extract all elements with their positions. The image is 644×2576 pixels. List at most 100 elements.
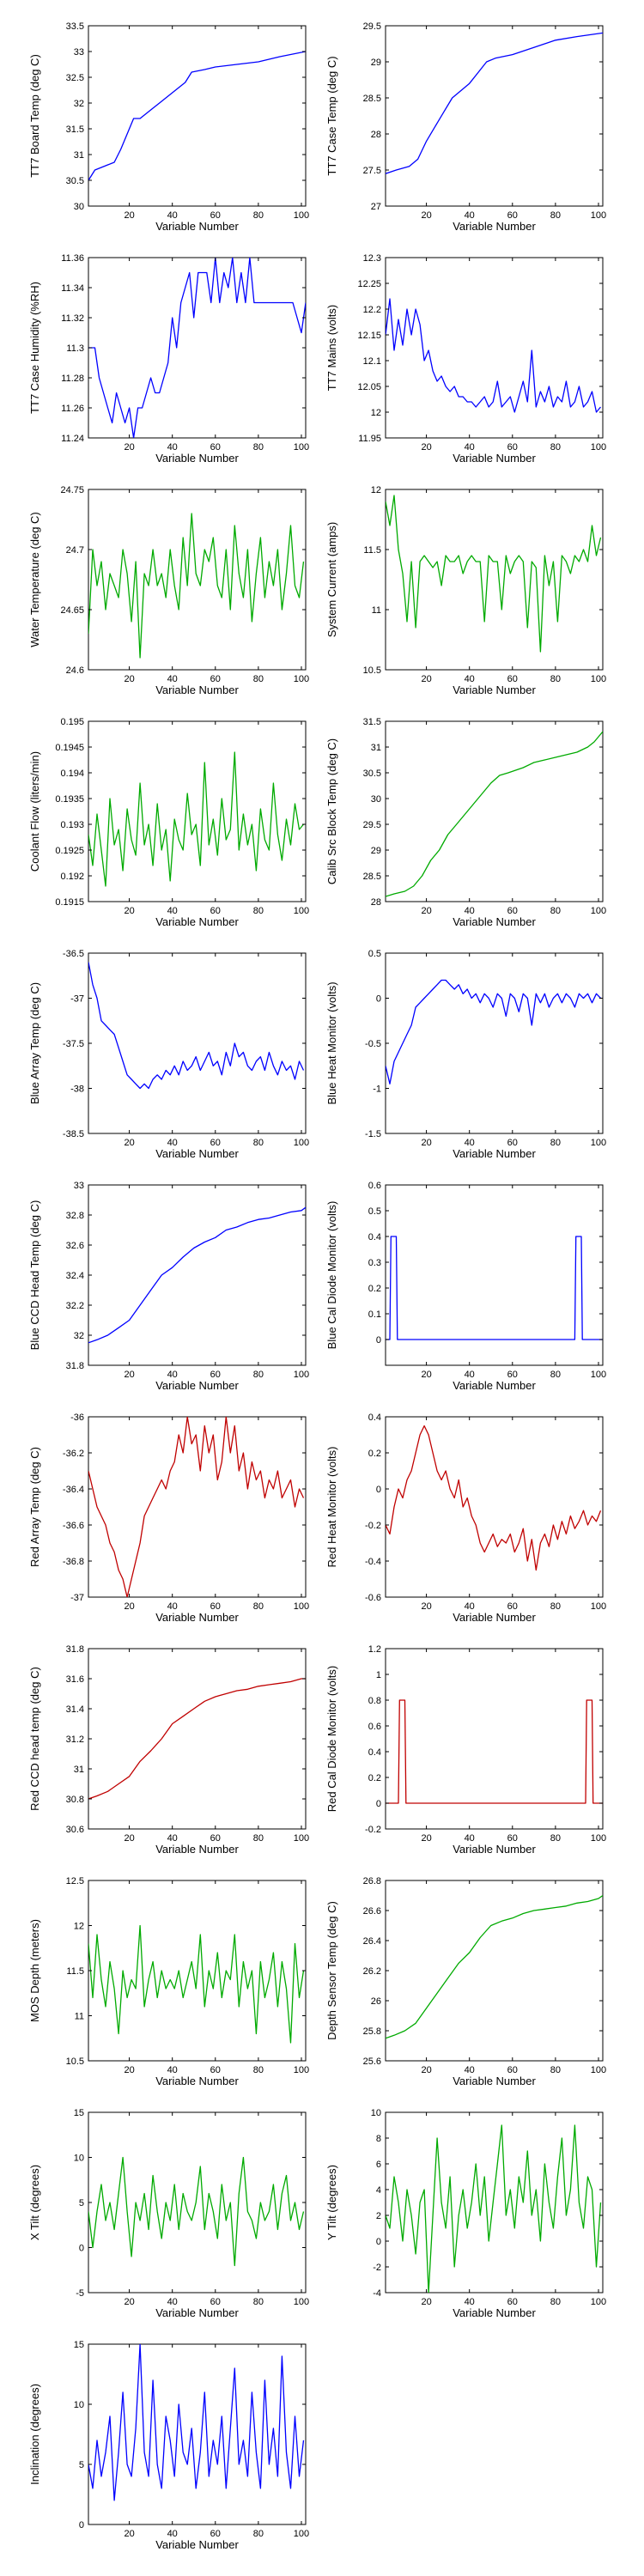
chart-19-y-axis-label: X Tilt (degrees) xyxy=(28,2165,41,2240)
chart-11-x-tick-label: 40 xyxy=(167,1370,178,1380)
chart-16-x-tick-label: 40 xyxy=(465,1833,475,1844)
chart-7-y-tick-label: 0.195 xyxy=(60,717,84,727)
chart-12-y-tick-label: 0.6 xyxy=(368,1181,381,1191)
chart-6-x-tick-label: 100 xyxy=(591,674,606,684)
chart-1: 20 40 60 80 100 30 30.5 31 31.5 32 32.5 33 33.5 Varia… xyxy=(28,21,309,233)
chart-6-x-tick-label: 60 xyxy=(507,674,518,684)
chart-12: 20 40 60 80 100 0 0.1 0.2 0.3 0.4 0.5 0.6 Variable N… xyxy=(325,1181,606,1392)
chart-10-y-tick-label: 0.5 xyxy=(368,949,381,959)
chart-12-y-tick-label: 0.1 xyxy=(368,1309,381,1320)
chart-14-y-tick-label: 0 xyxy=(376,1485,381,1495)
chart-13-x-tick-label: 60 xyxy=(210,1601,221,1612)
chart-8-y-tick-label: 30.5 xyxy=(363,769,381,779)
chart-1-y-tick-label: 31 xyxy=(74,150,84,161)
chart-14-y-tick-label: -0.6 xyxy=(365,1593,381,1603)
chart-16-y-tick-label: -0.2 xyxy=(365,1825,381,1835)
chart-1-y-tick-label: 33.5 xyxy=(66,21,84,32)
chart-19-x-tick-label: 40 xyxy=(167,2297,178,2307)
chart-8: 20 40 60 80 100 28 28.5 29 29.5 30 30.5 31 31.5 Varia… xyxy=(325,717,606,928)
chart-12-y-tick-label: 0 xyxy=(376,1335,381,1346)
chart-9-y-tick-label: -37.5 xyxy=(63,1039,84,1049)
chart-4-y-tick-label: 12.25 xyxy=(357,279,381,289)
chart-4-x-tick-label: 80 xyxy=(550,442,561,453)
chart-20-y-tick-label: 6 xyxy=(376,2160,381,2170)
chart-11-x-tick-label: 20 xyxy=(124,1370,134,1380)
chart-15-y-tick-label: 30.8 xyxy=(66,1795,84,1805)
chart-16: 20 40 60 80 100 -0.2 0 0.2 0.4 0.6 0.8 1 1.2 Variable… xyxy=(325,1644,606,1856)
chart-4: 20 40 60 80 100 11.95 12 12.05 12.1 12.15 12.2 12.2… xyxy=(325,253,606,465)
chart-18-x-axis-label: Variable Number xyxy=(453,2075,536,2087)
chart-4-y-tick-label: 12 xyxy=(371,408,381,418)
chart-18-y-tick-label: 26 xyxy=(371,1996,381,2007)
chart-20-y-tick-label: 2 xyxy=(376,2211,381,2221)
chart-2: 20 40 60 80 100 27 27.5 28 28.5 29 29.5 Variable Nu… xyxy=(325,21,606,233)
chart-15-x-tick-label: 40 xyxy=(167,1833,178,1844)
chart-16-x-tick-label: 20 xyxy=(421,1833,431,1844)
chart-11-y-tick-label: 32.4 xyxy=(66,1271,84,1281)
chart-5-series-line-1 xyxy=(88,513,305,659)
chart-2-plot-frame xyxy=(385,25,604,207)
chart-19-series-line-1 xyxy=(88,2156,305,2267)
chart-19-x-axis-label: Variable Number xyxy=(155,2306,239,2319)
chart-17: 20 40 60 80 100 10.5 11 11.5 12 12.5 Variable Numb… xyxy=(28,1876,309,2087)
chart-7-plot-frame xyxy=(88,720,307,902)
chart-6-y-tick-label: 10.5 xyxy=(363,665,381,676)
chart-4-series-line-1 xyxy=(386,298,601,413)
chart-1-y-tick-label: 32 xyxy=(74,99,84,109)
chart-14-x-tick-label: 100 xyxy=(591,1601,606,1612)
chart-16-y-axis-label: Red Cal Diode Monitor (volts) xyxy=(325,1666,338,1813)
chart-3-x-tick-label: 20 xyxy=(124,442,134,453)
chart-1-x-tick-label: 20 xyxy=(124,210,134,221)
chart-13-x-tick-label: 20 xyxy=(124,1601,134,1612)
chart-9-x-tick-label: 80 xyxy=(253,1138,264,1148)
chart-21-plot-frame xyxy=(88,2343,307,2525)
chart-4-x-tick-label: 60 xyxy=(507,442,518,453)
chart-1-y-tick-label: 30.5 xyxy=(66,176,84,186)
chart-6-x-axis-label: Variable Number xyxy=(453,683,536,696)
chart-7-y-tick-label: 0.192 xyxy=(60,872,84,882)
chart-13-y-axis-label: Red Array Temp (deg C) xyxy=(28,1447,41,1567)
chart-3: 20 40 60 80 100 11.24 11.26 11.28 11.3 11.32 11.34… xyxy=(28,253,309,465)
chart-3-x-tick-label: 60 xyxy=(210,442,221,453)
chart-14-x-tick-label: 60 xyxy=(507,1601,518,1612)
chart-4-y-tick-label: 12.3 xyxy=(363,253,381,264)
chart-7-y-tick-label: 0.1945 xyxy=(55,743,84,753)
chart-18-y-tick-label: 26.8 xyxy=(363,1876,381,1886)
chart-16-x-tick-label: 60 xyxy=(507,1833,518,1844)
chart-11-x-axis-label: Variable Number xyxy=(155,1379,239,1392)
chart-10-series-line-1 xyxy=(386,979,601,1084)
chart-14-y-tick-label: 0.4 xyxy=(368,1413,381,1423)
chart-17-x-tick-label: 40 xyxy=(167,2065,178,2075)
chart-1-y-tick-label: 33 xyxy=(74,47,84,58)
chart-8-y-axis-label: Calib Src Block Temp (deg C) xyxy=(325,738,338,884)
chart-21-x-tick-label: 100 xyxy=(294,2529,309,2539)
chart-10-x-tick-label: 100 xyxy=(591,1138,606,1148)
chart-1-y-axis-label: TT7 Board Temp (deg C) xyxy=(28,54,41,178)
chart-1-y-tick-label: 32.5 xyxy=(66,73,84,83)
chart-17-y-tick-label: 10.5 xyxy=(66,2057,84,2067)
chart-2-y-tick-label: 29.5 xyxy=(363,21,381,32)
chart-2-x-tick-label: 20 xyxy=(421,210,431,221)
chart-21-x-tick-label: 40 xyxy=(167,2529,178,2539)
chart-11-y-tick-label: 32.2 xyxy=(66,1301,84,1311)
chart-14-y-tick-label: -0.4 xyxy=(365,1557,381,1567)
chart-19-x-tick-label: 100 xyxy=(294,2297,309,2307)
chart-4-plot-frame xyxy=(385,257,604,439)
chart-3-y-axis-label: TT7 Case Humidity (%RH) xyxy=(28,282,41,414)
chart-15-x-tick-label: 80 xyxy=(253,1833,264,1844)
chart-12-y-tick-label: 0.3 xyxy=(368,1258,381,1268)
chart-6: 20 40 60 80 100 10.5 11 11.5 12 Variable Number Sy… xyxy=(325,485,606,696)
chart-6-series-line-1 xyxy=(386,495,602,653)
chart-17-y-tick-label: 11.5 xyxy=(66,1966,84,1977)
chart-20-y-tick-label: -2 xyxy=(373,2263,381,2273)
chart-10-x-tick-label: 20 xyxy=(421,1138,431,1148)
chart-6-y-tick-label: 12 xyxy=(371,485,381,495)
chart-10-y-axis-label: Blue Heat Monitor (volts) xyxy=(325,981,338,1104)
chart-5-y-tick-label: 24.6 xyxy=(66,665,84,676)
chart-7-series-line-1 xyxy=(88,751,304,887)
chart-12-x-tick-label: 100 xyxy=(591,1370,606,1380)
chart-18-x-tick-label: 100 xyxy=(591,2065,606,2075)
chart-9-series-line-1 xyxy=(88,962,305,1090)
chart-20: 20 40 60 80 100 -4 -2 0 2 4 6 8 10 Variable Number Y T… xyxy=(325,2108,606,2319)
chart-12-x-tick-label: 40 xyxy=(465,1370,475,1380)
